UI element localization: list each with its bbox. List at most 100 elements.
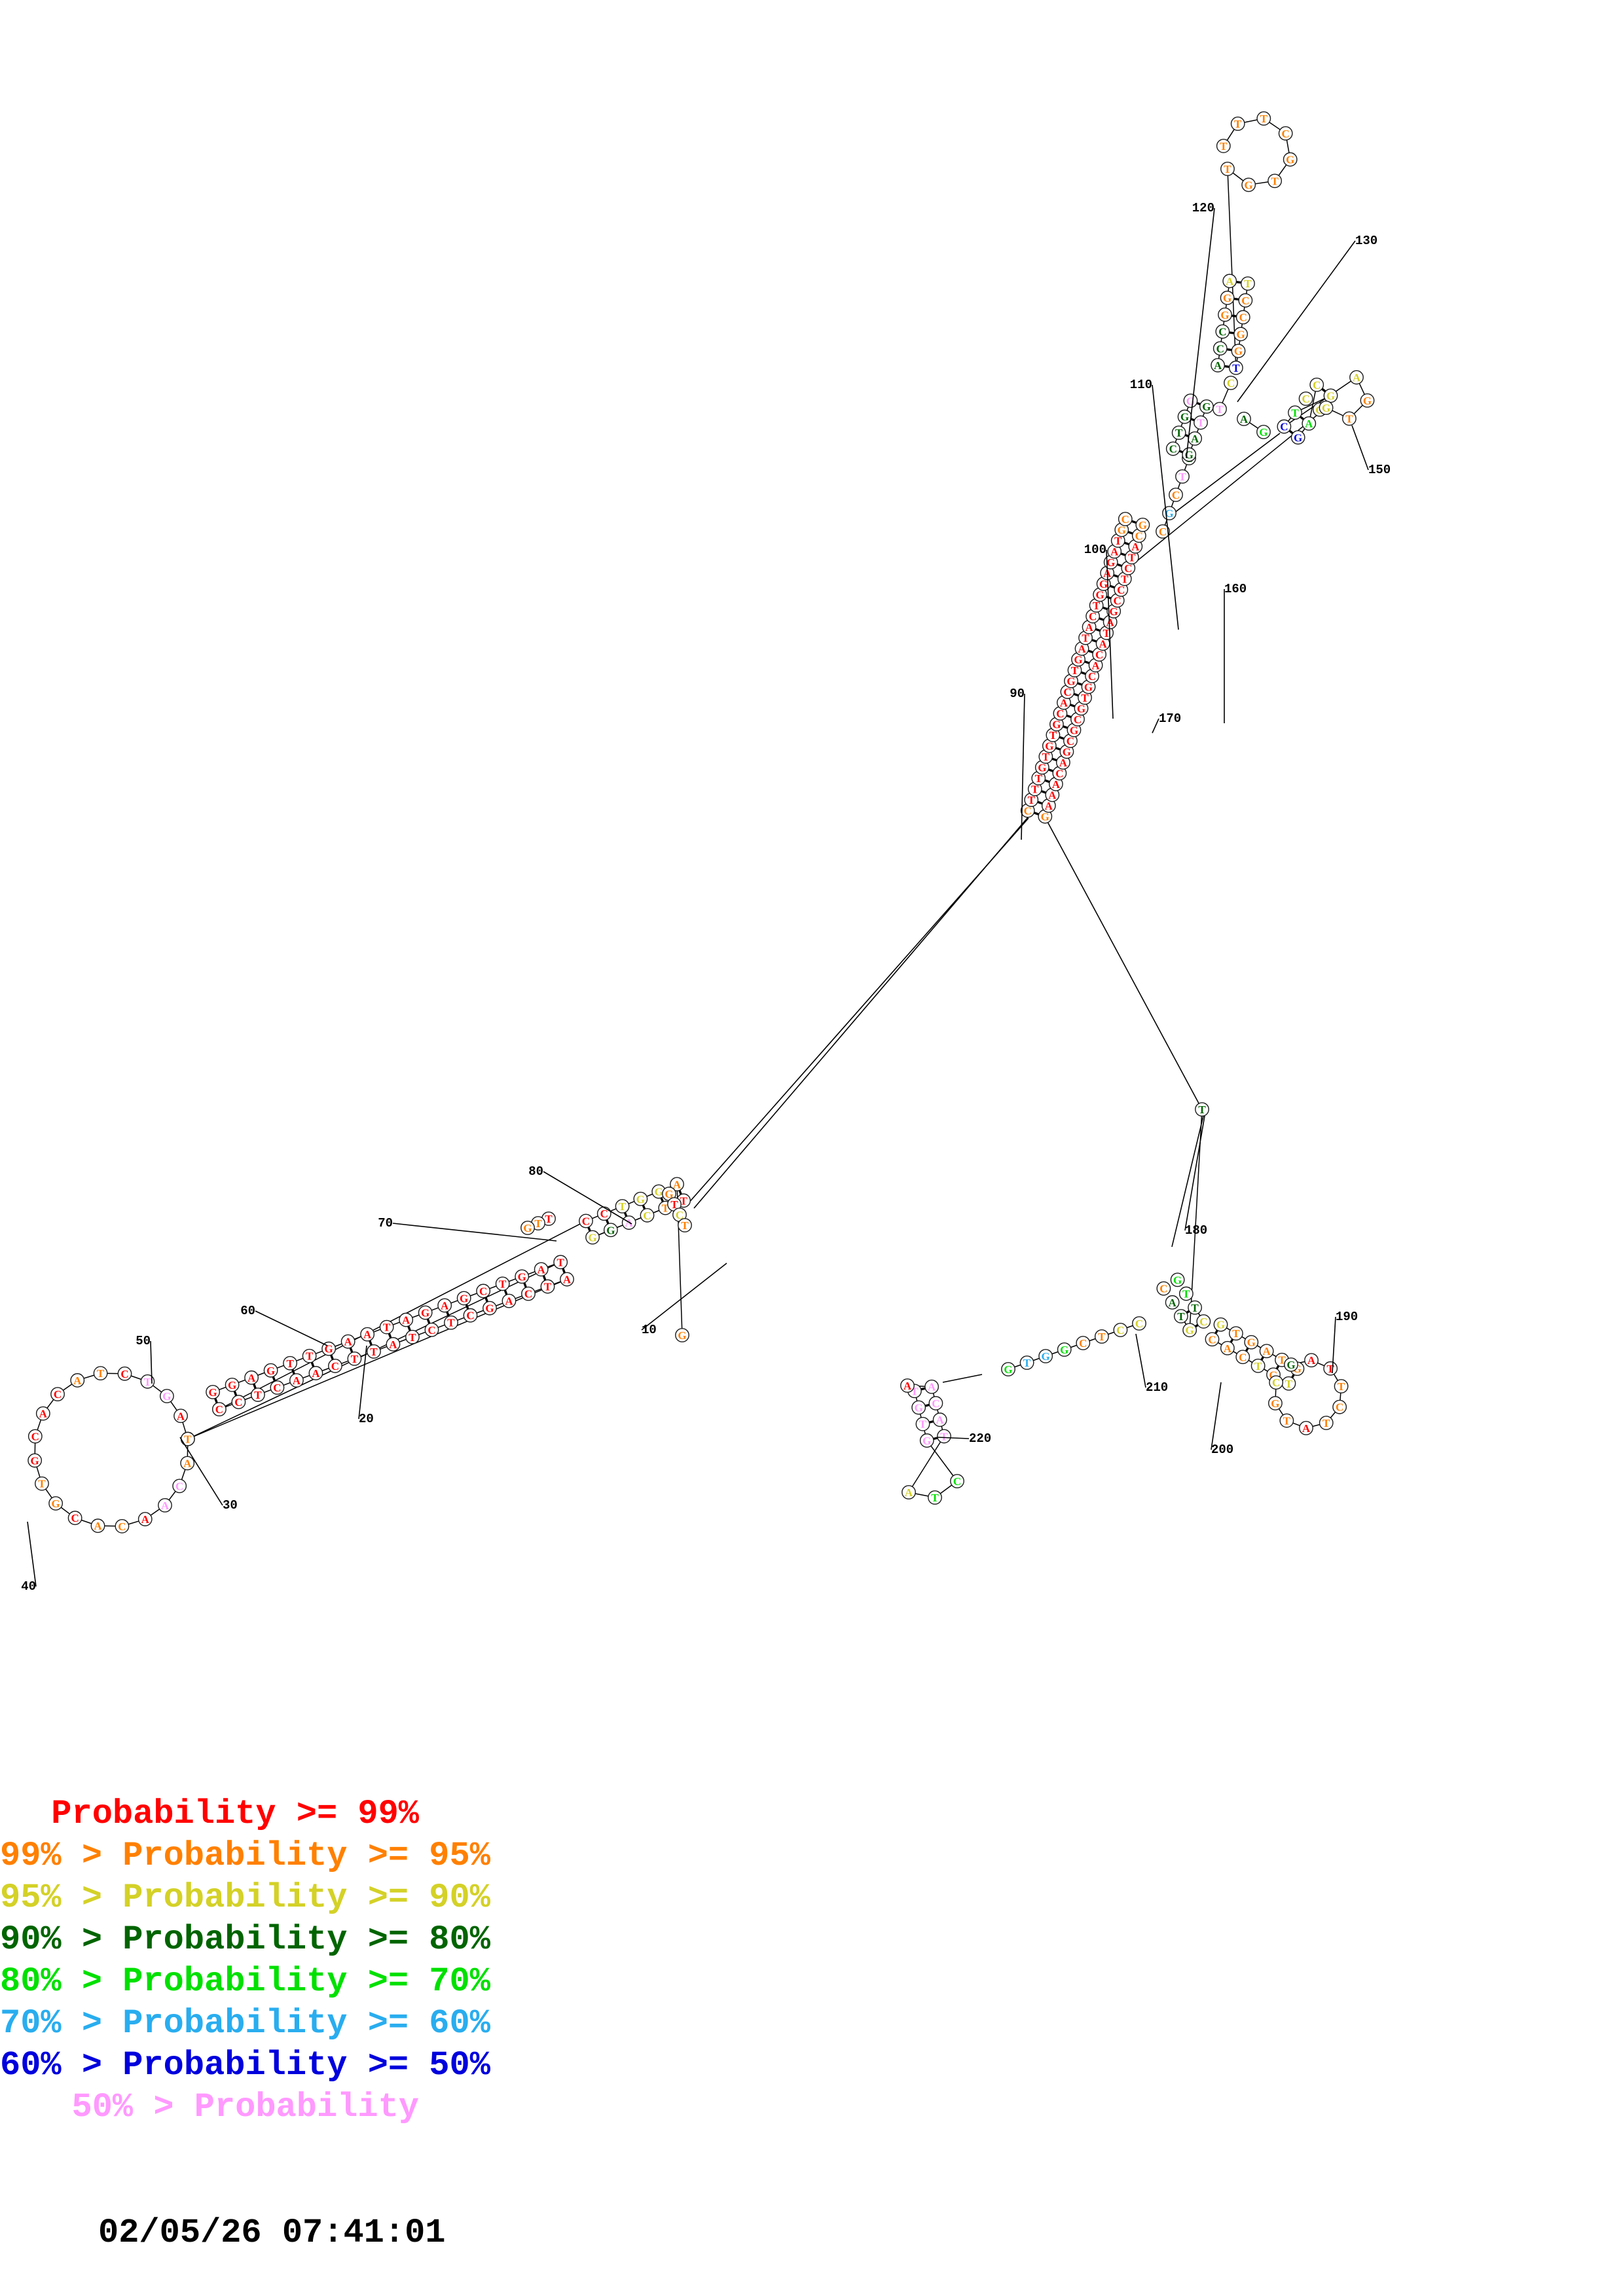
svg-text:G: G (208, 1386, 217, 1399)
svg-text:T: T (38, 1478, 46, 1490)
svg-text:G: G (1004, 1363, 1012, 1376)
svg-text:G: G (1042, 1350, 1050, 1363)
svg-text:A: A (141, 1513, 150, 1526)
nucleotide: G (27, 1453, 43, 1468)
base-pair (1070, 704, 1075, 708)
base-pair (1095, 628, 1101, 632)
svg-text:C: C (1095, 649, 1103, 661)
backbone-link (515, 1295, 522, 1299)
backbone-link (1202, 412, 1205, 416)
backbone-link (1257, 1345, 1261, 1348)
svg-text:A: A (441, 1300, 449, 1312)
base-pair (1103, 606, 1108, 611)
svg-text:C: C (1117, 584, 1125, 596)
svg-text:T: T (1198, 1103, 1206, 1116)
backbone-link (940, 1484, 952, 1494)
nucleotide: C (67, 1511, 82, 1526)
backbone-link (37, 1420, 42, 1430)
svg-text:A: A (94, 1520, 102, 1532)
nucleotide: T (1019, 1355, 1034, 1370)
svg-text:G: G (228, 1379, 236, 1391)
backbone-link (646, 1193, 653, 1197)
backbone-link (1070, 1344, 1077, 1348)
svg-text:A: A (1052, 778, 1061, 791)
svg-text:C: C (273, 1382, 281, 1394)
base-pair (1099, 617, 1104, 621)
nucleotide: A (534, 1262, 549, 1277)
svg-text:T: T (1028, 794, 1036, 806)
svg-text:C: C (1227, 377, 1235, 389)
nucleotide: C (1076, 1336, 1091, 1350)
svg-text:A: A (1060, 697, 1068, 709)
base-pair (1073, 692, 1079, 697)
svg-text:G: G (266, 1365, 275, 1377)
nucleotide: A (932, 1412, 947, 1427)
connector-line (942, 1374, 983, 1383)
base-pair (388, 1333, 392, 1338)
nucleotide: T (1173, 1309, 1188, 1323)
base-pair (678, 1190, 682, 1195)
base-pair (407, 1325, 411, 1331)
backbone-link (1288, 418, 1292, 422)
svg-text:G: G (1294, 431, 1302, 444)
position-leader (1135, 1333, 1146, 1388)
nucleotide: T (444, 1315, 458, 1330)
backbone-link (219, 1386, 226, 1390)
svg-text:A: A (903, 1380, 912, 1392)
nucleotide: T (93, 1366, 108, 1381)
nucleotide: T (1267, 173, 1283, 188)
base-pair (1231, 314, 1237, 317)
svg-text:T: T (1035, 772, 1043, 785)
backbone-link (153, 1385, 162, 1393)
base-pair (523, 1282, 527, 1288)
base-pair (1124, 541, 1129, 546)
nucleotide: G (1162, 506, 1176, 520)
svg-text:T: T (544, 1281, 552, 1293)
base-pair (253, 1384, 257, 1389)
svg-text:A: A (1085, 621, 1093, 634)
svg-text:T: T (286, 1357, 294, 1370)
position-label: 50 (136, 1334, 151, 1348)
nucleotide: T (915, 1416, 930, 1431)
nucleotide: T (667, 1197, 682, 1211)
nucleotide: A (900, 1378, 915, 1393)
backbone-link (653, 1210, 659, 1213)
connector-line (1168, 433, 1281, 518)
svg-text:T: T (1031, 783, 1039, 796)
position-label: 80 (528, 1164, 543, 1179)
nucleotide: G (1057, 1342, 1072, 1357)
nucleotide: G (1038, 809, 1053, 824)
nucleotide: T (1228, 1326, 1243, 1341)
svg-text:T: T (1220, 140, 1228, 152)
nucleotide: T (678, 1218, 692, 1232)
nucleotide: T (180, 1431, 195, 1446)
connector-line (1046, 819, 1203, 1110)
position-leader (937, 1437, 970, 1439)
nucleotide: T (1220, 162, 1235, 176)
nucleotide: C (1213, 341, 1228, 356)
nucleotide: G (1360, 393, 1375, 408)
nucleotide: T (1067, 663, 1082, 677)
nucleotide: G (1177, 409, 1192, 424)
nucleotide: T (1213, 402, 1227, 416)
base-pair (1300, 416, 1304, 420)
nucleotide: T (1288, 405, 1302, 420)
position-leader (543, 1171, 632, 1225)
nucleotide: A (158, 1498, 172, 1513)
svg-text:G: G (1110, 605, 1118, 618)
svg-text:T: T (370, 1346, 378, 1358)
backbone-link (528, 1271, 536, 1275)
backbone-link (1184, 464, 1188, 471)
nucleotide: G (225, 1377, 240, 1392)
backbone-link (598, 1232, 605, 1236)
backbone-link (1218, 355, 1220, 359)
nucleotide: T (928, 1490, 942, 1505)
base-pair (1245, 1348, 1249, 1352)
nucleotide: G (1241, 177, 1256, 192)
base-pair (1048, 768, 1053, 772)
nucleotide: G (1220, 291, 1235, 305)
svg-text:C: C (1159, 526, 1167, 538)
svg-text:T: T (940, 1430, 948, 1443)
nucleotide: A (1045, 787, 1060, 802)
nucleotide: G (1244, 1335, 1259, 1350)
